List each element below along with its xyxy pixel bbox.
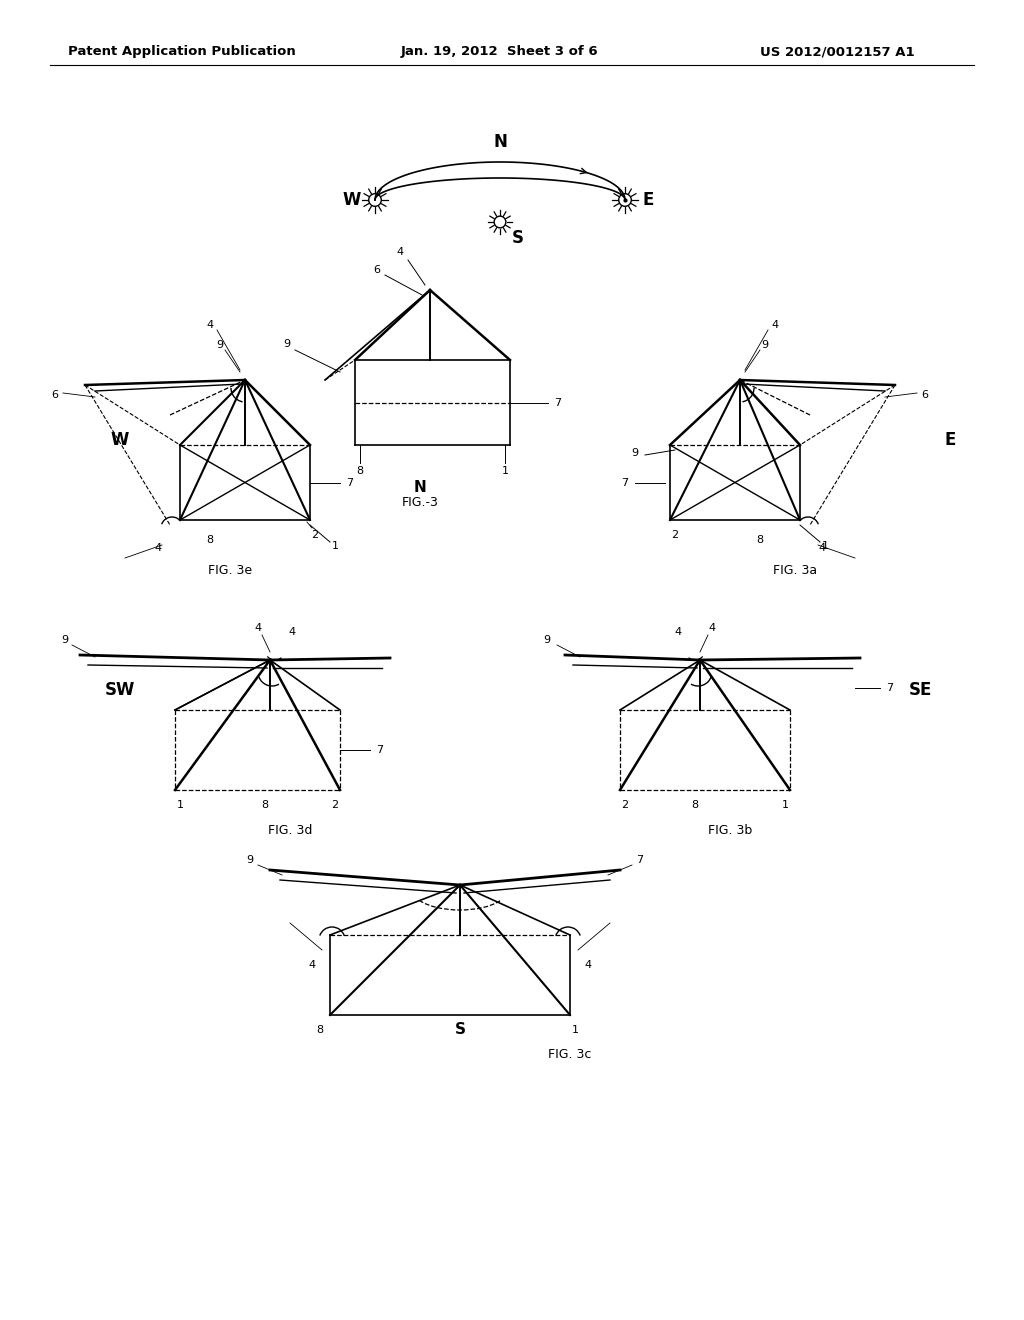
Text: N: N: [414, 479, 426, 495]
Text: S: S: [455, 1023, 466, 1038]
Text: 6: 6: [51, 389, 58, 400]
Text: 4: 4: [675, 627, 682, 638]
Text: FIG. 3d: FIG. 3d: [268, 824, 312, 837]
Text: S: S: [512, 228, 524, 247]
Text: 4: 4: [818, 543, 825, 553]
Text: 4: 4: [585, 960, 592, 970]
Text: 1: 1: [571, 1026, 579, 1035]
Text: 8: 8: [316, 1026, 324, 1035]
Text: 7: 7: [622, 478, 629, 487]
Text: 2: 2: [332, 800, 339, 810]
Text: 2: 2: [672, 531, 679, 540]
Text: 9: 9: [284, 339, 291, 348]
Text: 7: 7: [637, 855, 643, 865]
Text: 4: 4: [254, 623, 261, 634]
Text: 6: 6: [374, 265, 381, 275]
Text: 9: 9: [544, 635, 551, 645]
Text: 4: 4: [207, 319, 214, 330]
Text: 9: 9: [216, 341, 223, 350]
Text: N: N: [494, 133, 507, 150]
Text: W: W: [343, 191, 361, 209]
Text: 8: 8: [691, 800, 698, 810]
Text: SW: SW: [104, 681, 135, 700]
Text: 4: 4: [155, 543, 162, 553]
Text: E: E: [944, 432, 955, 449]
Text: US 2012/0012157 A1: US 2012/0012157 A1: [760, 45, 914, 58]
Text: 7: 7: [377, 744, 384, 755]
Text: 9: 9: [247, 855, 254, 865]
Text: FIG.-3: FIG.-3: [401, 495, 438, 508]
Text: 7: 7: [554, 397, 561, 408]
Text: 1: 1: [781, 800, 788, 810]
Text: 7: 7: [887, 682, 894, 693]
Text: 4: 4: [308, 960, 315, 970]
Text: W: W: [111, 432, 129, 449]
Text: Patent Application Publication: Patent Application Publication: [68, 45, 296, 58]
Text: 2: 2: [622, 800, 629, 810]
Text: 4: 4: [709, 623, 716, 634]
Text: 1: 1: [502, 466, 509, 477]
Text: 9: 9: [61, 635, 69, 645]
Text: 2: 2: [311, 531, 318, 540]
Text: FIG. 3e: FIG. 3e: [208, 564, 252, 577]
Text: FIG. 3b: FIG. 3b: [708, 824, 752, 837]
Text: 4: 4: [771, 319, 778, 330]
Text: Jan. 19, 2012  Sheet 3 of 6: Jan. 19, 2012 Sheet 3 of 6: [401, 45, 599, 58]
Text: 8: 8: [757, 535, 764, 545]
Text: 4: 4: [289, 627, 296, 638]
Text: FIG. 3a: FIG. 3a: [773, 564, 817, 577]
Text: 4: 4: [396, 247, 403, 257]
Text: 8: 8: [261, 800, 268, 810]
Text: 1: 1: [176, 800, 183, 810]
Text: 6: 6: [922, 389, 929, 400]
Text: 1: 1: [332, 541, 339, 550]
Text: SE: SE: [908, 681, 932, 700]
Text: FIG. 3c: FIG. 3c: [548, 1048, 592, 1061]
Text: 7: 7: [346, 478, 353, 487]
Text: E: E: [642, 191, 653, 209]
Text: 9: 9: [632, 447, 639, 458]
Text: 8: 8: [356, 466, 364, 477]
Text: 9: 9: [762, 341, 769, 350]
Text: 8: 8: [207, 535, 214, 545]
Text: 1: 1: [821, 541, 828, 550]
